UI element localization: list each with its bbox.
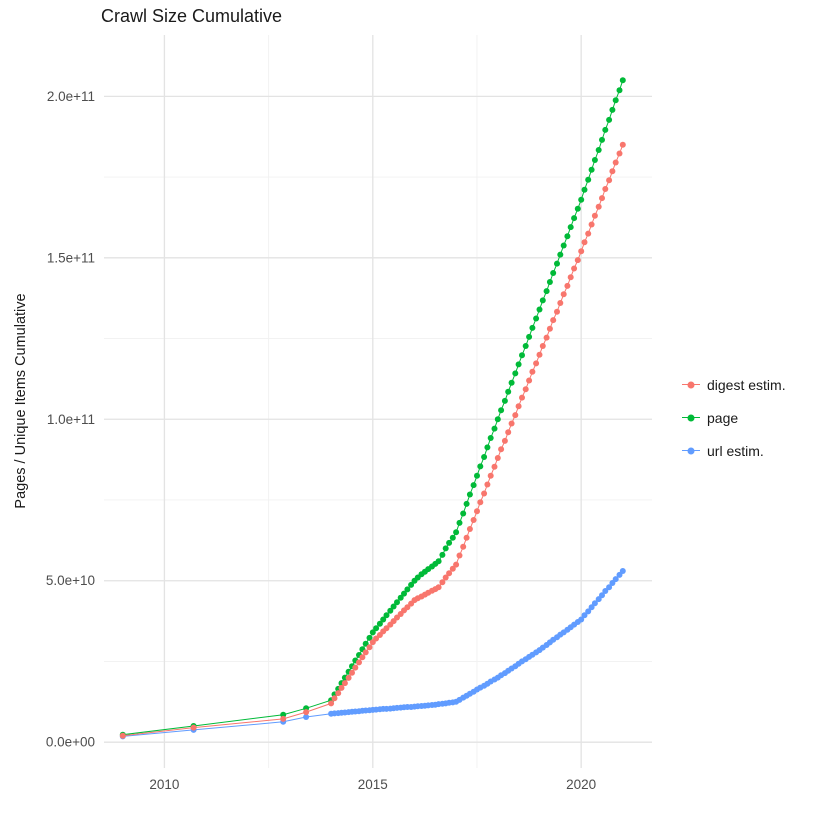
legend-item-url-estim: url estim.	[682, 440, 786, 461]
legend-label-page: page	[707, 409, 739, 426]
legend: digest estim. page url estim.	[682, 374, 786, 461]
series-url-estim	[119, 568, 626, 740]
y-tick-label: 5.0e+10	[46, 573, 95, 588]
y-tick-label: 1.0e+11	[47, 412, 95, 427]
legend-item-digest-estim: digest estim.	[682, 374, 786, 395]
y-tick-label: 0.0e+00	[46, 735, 95, 750]
y-tick-label: 1.5e+11	[47, 250, 95, 265]
legend-key-page-icon	[682, 409, 700, 427]
legend-label-digest-estim: digest estim.	[707, 376, 786, 393]
gridlines-minor	[104, 35, 652, 768]
legend-key-url-icon	[682, 442, 700, 460]
chart-title: Crawl Size Cumulative	[101, 6, 283, 26]
x-tick-label: 2010	[149, 777, 179, 792]
legend-label-url-estim: url estim.	[707, 442, 764, 459]
y-axis-tick-labels: 0.0e+00 5.0e+10 1.0e+11 1.5e+11 2.0e+11	[46, 89, 95, 750]
legend-key-digest-icon	[682, 376, 700, 394]
x-tick-label: 2015	[358, 777, 388, 792]
legend-item-page: page	[682, 407, 786, 428]
x-tick-label: 2020	[566, 777, 596, 792]
gridlines-major	[104, 35, 652, 768]
x-axis-tick-labels: 2010 2015 2020	[149, 777, 596, 792]
series-digest-estim	[119, 141, 626, 739]
y-tick-label: 2.0e+11	[47, 89, 95, 104]
